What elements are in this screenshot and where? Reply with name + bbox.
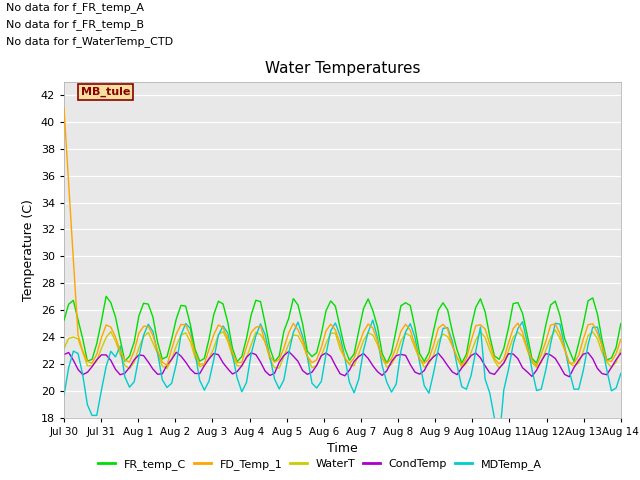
Legend: FR_temp_C, FD_Temp_1, WaterT, CondTemp, MDTemp_A: FR_temp_C, FD_Temp_1, WaterT, CondTemp, … bbox=[94, 455, 546, 474]
Y-axis label: Temperature (C): Temperature (C) bbox=[22, 199, 35, 300]
Text: No data for f_FR_temp_A: No data for f_FR_temp_A bbox=[6, 2, 145, 13]
X-axis label: Time: Time bbox=[327, 442, 358, 455]
Title: Water Temperatures: Water Temperatures bbox=[265, 61, 420, 76]
Text: No data for f_WaterTemp_CTD: No data for f_WaterTemp_CTD bbox=[6, 36, 173, 47]
Text: MB_tule: MB_tule bbox=[81, 87, 130, 97]
Text: No data for f_FR_temp_B: No data for f_FR_temp_B bbox=[6, 19, 145, 30]
